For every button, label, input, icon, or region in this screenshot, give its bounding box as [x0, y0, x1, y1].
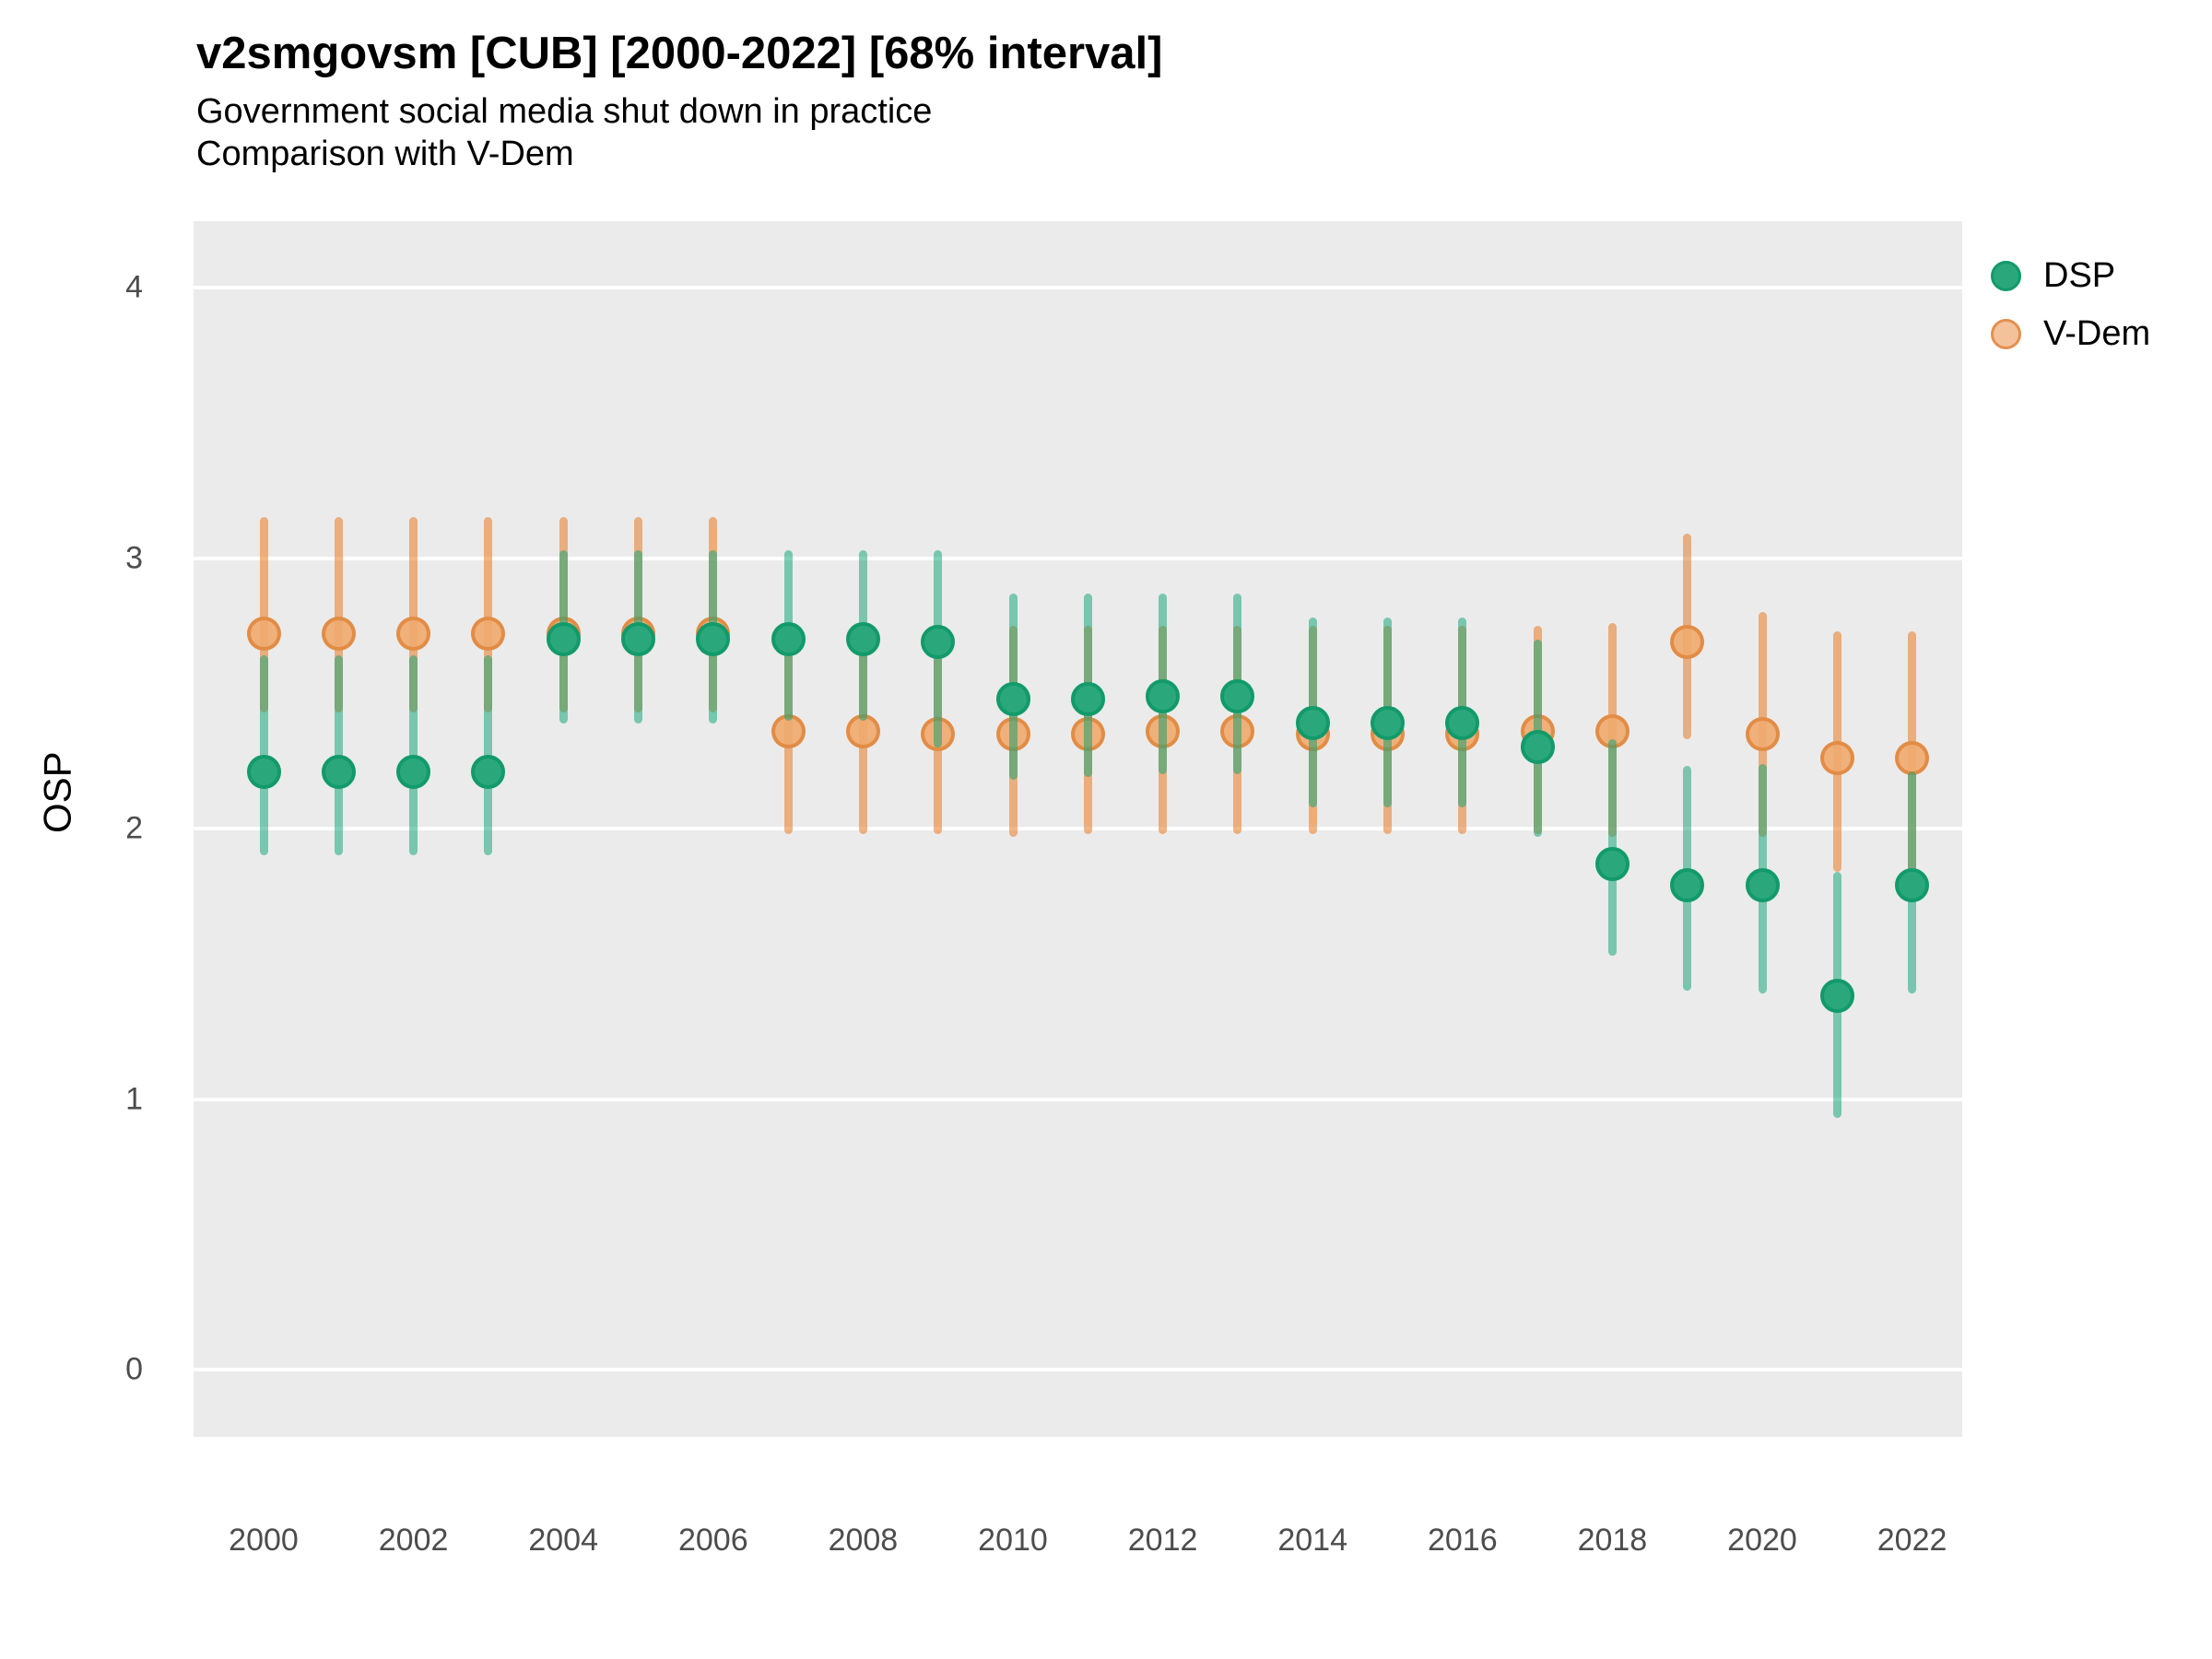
- dsp-point-2000: [246, 754, 281, 789]
- gridline-y-2: [194, 827, 1962, 830]
- x-tick-label-2022: 2022: [1877, 1523, 1947, 1558]
- x-tick-label-2000: 2000: [229, 1523, 299, 1558]
- plot-panel: [194, 221, 1962, 1437]
- y-tick-label-1: 1: [125, 1081, 143, 1116]
- y-tick-label-0: 0: [125, 1351, 143, 1387]
- dsp-point-2004: [546, 622, 581, 657]
- chart-subtitle-line2: Comparison with V-Dem: [196, 135, 574, 173]
- legend-label-dsp: DSP: [2043, 255, 2116, 295]
- y-tick-label-3: 3: [125, 540, 143, 575]
- gridline-y-4: [194, 286, 1962, 289]
- x-tick-label-2006: 2006: [677, 1523, 748, 1558]
- gridline-y-0: [194, 1368, 1962, 1371]
- dsp-point-2001: [321, 754, 356, 789]
- v-dem-point-2002: [396, 617, 431, 652]
- v-dem-interval-2003: [484, 517, 493, 712]
- v-dem-point-2001: [321, 617, 356, 652]
- dsp-point-2006: [696, 622, 731, 657]
- legend-swatch-v-dem-icon: [1991, 318, 2021, 349]
- x-tick-label-2018: 2018: [1577, 1523, 1648, 1558]
- v-dem-point-2003: [471, 617, 506, 652]
- legend-item-v-dem: V-Dem: [1991, 304, 2150, 363]
- v-dem-point-2020: [1745, 716, 1780, 751]
- legend-swatch-dsp-icon: [1991, 260, 2021, 291]
- y-tick-label-4: 4: [125, 269, 143, 305]
- legend-label-v-dem: V-Dem: [2043, 313, 2151, 353]
- chart-subtitle-line1: Government social media shut down in pra…: [196, 92, 933, 131]
- x-tick-label-2014: 2014: [1277, 1523, 1347, 1558]
- v-dem-interval-2002: [409, 517, 418, 712]
- v-dem-interval-2001: [334, 517, 343, 712]
- y-axis-title: OSP: [35, 751, 79, 833]
- dsp-point-2020: [1745, 868, 1780, 903]
- v-dem-point-2022: [1895, 741, 1930, 776]
- v-dem-point-2019: [1670, 624, 1705, 659]
- x-tick-label-2020: 2020: [1727, 1523, 1797, 1558]
- x-tick-label-2012: 2012: [1127, 1523, 1198, 1558]
- gridline-y-1: [194, 1097, 1962, 1101]
- dsp-point-2015: [1371, 706, 1405, 741]
- dsp-point-2019: [1670, 868, 1705, 903]
- dsp-point-2003: [471, 754, 506, 789]
- dsp-point-2014: [1295, 706, 1330, 741]
- chart-title: v2smgovsm [CUB] [2000-2022] [68% interva…: [196, 29, 1163, 78]
- dsp-point-2012: [1146, 678, 1181, 713]
- x-tick-label-2016: 2016: [1427, 1523, 1498, 1558]
- x-tick-label-2002: 2002: [378, 1523, 449, 1558]
- v-dem-interval-2000: [259, 517, 268, 712]
- dsp-point-2022: [1895, 868, 1930, 903]
- dsp-point-2009: [921, 624, 956, 659]
- x-tick-label-2004: 2004: [528, 1523, 598, 1558]
- dsp-point-2011: [1070, 681, 1105, 716]
- x-tick-label-2008: 2008: [828, 1523, 899, 1558]
- dsp-point-2007: [771, 622, 806, 657]
- v-dem-point-2000: [246, 617, 281, 652]
- dsp-point-2008: [845, 622, 880, 657]
- x-tick-label-2010: 2010: [978, 1523, 1048, 1558]
- dsp-point-2002: [396, 754, 431, 789]
- legend-item-dsp: DSP: [1991, 246, 2115, 305]
- dsp-point-2017: [1520, 730, 1555, 765]
- dsp-point-2021: [1819, 979, 1854, 1014]
- v-dem-point-2021: [1819, 741, 1854, 776]
- dsp-point-2018: [1594, 846, 1630, 881]
- y-tick-label-2: 2: [125, 810, 143, 846]
- gridline-y-3: [194, 556, 1962, 560]
- dsp-point-2010: [995, 681, 1030, 716]
- dsp-point-2016: [1445, 706, 1480, 741]
- dsp-point-2013: [1220, 678, 1255, 713]
- dsp-point-2005: [621, 622, 655, 657]
